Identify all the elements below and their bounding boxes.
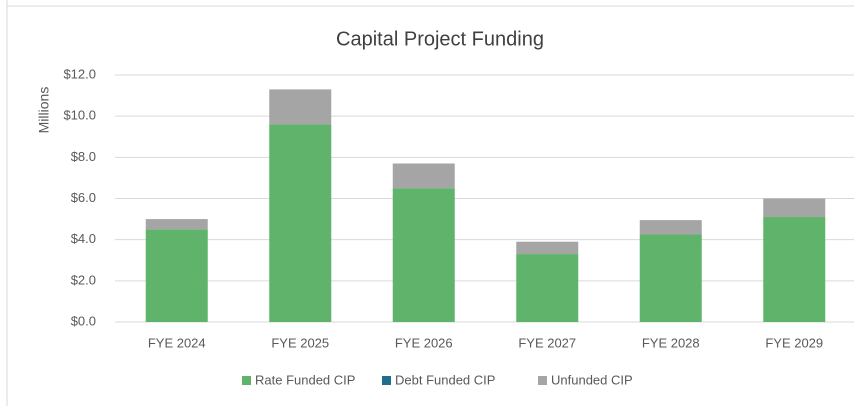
chart-title: Capital Project Funding xyxy=(336,28,544,50)
bar-segment xyxy=(145,219,208,230)
legend-swatch xyxy=(242,376,251,385)
x-tick-label: FYE 2027 xyxy=(518,335,576,350)
x-tick-label: FYE 2026 xyxy=(395,335,453,350)
y-tick-label: $6.0 xyxy=(71,190,96,205)
legend-swatch xyxy=(538,376,547,385)
y-tick-label: $12.0 xyxy=(63,66,96,81)
x-tick-label: FYE 2029 xyxy=(765,335,823,350)
legend-label: Rate Funded CIP xyxy=(255,372,355,387)
y-axis-title: Millions xyxy=(36,87,52,134)
bar-segment xyxy=(269,89,332,125)
bar-segment xyxy=(516,254,579,322)
y-tick-label: $0.0 xyxy=(71,313,96,328)
legend-label: Unfunded CIP xyxy=(551,372,633,387)
y-tick-label: $4.0 xyxy=(71,231,96,246)
x-tick-label: FYE 2025 xyxy=(271,335,329,350)
y-tick-label: $10.0 xyxy=(63,108,96,123)
bar-segment xyxy=(145,229,208,322)
y-tick-label: $2.0 xyxy=(71,272,96,287)
x-tick-label: FYE 2024 xyxy=(148,335,206,350)
legend-label: Debt Funded CIP xyxy=(395,372,495,387)
bar-segment xyxy=(392,163,455,189)
bar-segment xyxy=(392,188,455,322)
bar-segment xyxy=(639,220,702,235)
y-tick-label: $8.0 xyxy=(71,149,96,164)
bar-segment xyxy=(763,198,826,218)
bar-segment xyxy=(269,124,332,323)
bar-segment xyxy=(516,241,579,255)
bar-segment xyxy=(639,234,702,322)
x-tick-label: FYE 2028 xyxy=(642,335,700,350)
legend-swatch xyxy=(382,376,391,385)
bar-segment xyxy=(763,217,826,322)
